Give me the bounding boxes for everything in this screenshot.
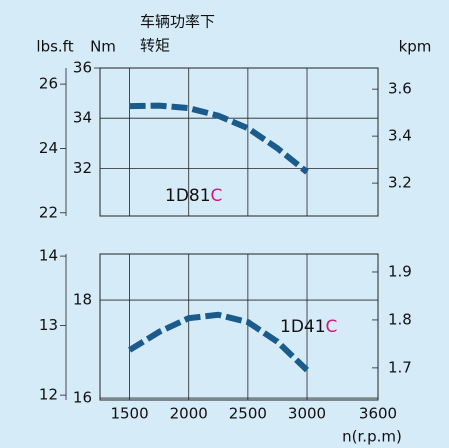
y3-tick-label: 14 bbox=[39, 247, 58, 265]
chart-title: 车辆功率下 bbox=[140, 13, 215, 31]
y3-tick-label: 22 bbox=[39, 203, 58, 221]
curve bbox=[129, 102, 309, 175]
curve bbox=[128, 311, 310, 373]
chart-title: 转矩 bbox=[140, 37, 170, 55]
y3-tick-label: 24 bbox=[39, 139, 58, 157]
y2-tick-label: 3.6 bbox=[388, 80, 412, 98]
axis-label: n(r.p.m) bbox=[342, 428, 402, 446]
curve-label: 1D81C bbox=[165, 186, 222, 206]
y2-tick-label: 1.7 bbox=[388, 358, 412, 376]
x-tick-label: 1500 bbox=[110, 405, 148, 423]
axis-label: kpm bbox=[399, 38, 432, 56]
plot-frame bbox=[99, 253, 379, 401]
y2-tick-label: 3.2 bbox=[388, 174, 412, 192]
x-tick-label: 2500 bbox=[229, 405, 267, 423]
y3-tick-label: 12 bbox=[39, 386, 58, 404]
axis-label: lbs.ft bbox=[36, 38, 73, 56]
x-tick-label: 3600 bbox=[359, 405, 397, 423]
y2-tick-label: 1.9 bbox=[388, 262, 412, 280]
y3-tick-label: 13 bbox=[39, 316, 58, 334]
curve-label-suffix: C bbox=[211, 186, 223, 206]
y2-tick-label: 3.4 bbox=[388, 127, 412, 145]
x-tick-label: 2000 bbox=[170, 405, 208, 423]
y-tick-label: 34 bbox=[73, 109, 92, 127]
y-tick-label: 32 bbox=[73, 159, 92, 177]
y2-tick-label: 1.8 bbox=[388, 310, 412, 328]
curve-label-model: 1D81 bbox=[165, 186, 211, 206]
curve-label: 1D41C bbox=[280, 317, 337, 337]
y-tick-label: 36 bbox=[73, 59, 92, 77]
curve-label-suffix: C bbox=[326, 317, 338, 337]
y-tick-label: 16 bbox=[73, 389, 92, 407]
plot-frame bbox=[99, 67, 379, 217]
x-tick-label: 3000 bbox=[288, 405, 326, 423]
axis-label: Nm bbox=[90, 38, 116, 56]
y3-tick-label: 26 bbox=[39, 75, 58, 93]
curve-label-model: 1D41 bbox=[280, 317, 326, 337]
y-tick-label: 18 bbox=[73, 291, 92, 309]
